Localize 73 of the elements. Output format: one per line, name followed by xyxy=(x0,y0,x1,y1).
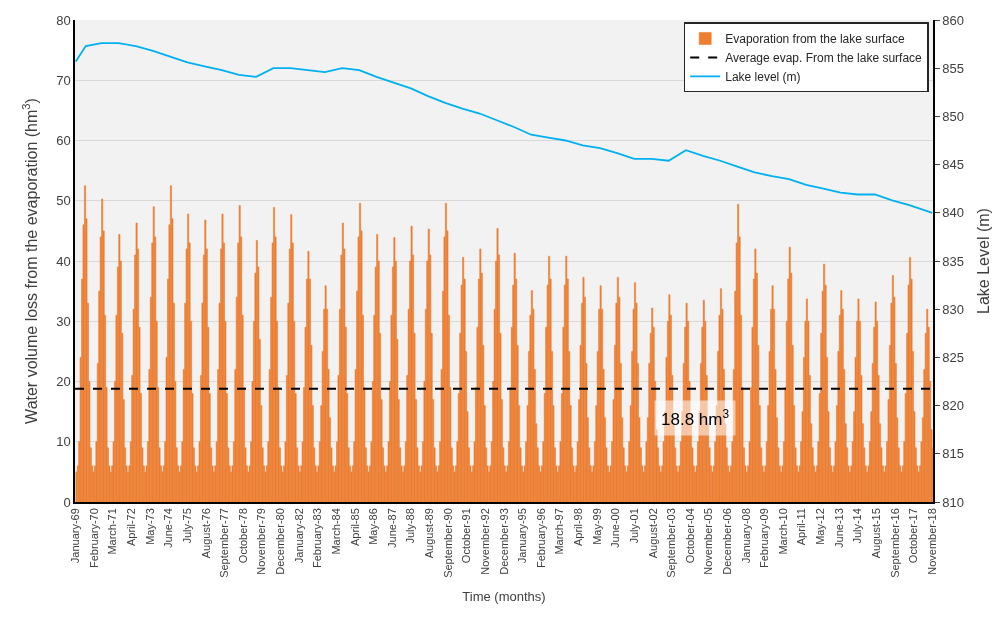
x-tick-label: October-78 xyxy=(236,508,249,564)
x-tick-label: August-89 xyxy=(423,508,436,559)
x-tick-label: July-14 xyxy=(851,508,864,544)
x-tick-label: September-90 xyxy=(441,508,454,578)
x-tick-label: October-17 xyxy=(907,508,920,564)
y-tick-label: 70 xyxy=(56,72,71,88)
legend-label: Average evap. From the lake surface xyxy=(725,51,923,66)
y2-tick-label: 845 xyxy=(942,157,965,173)
y-tick-label: 20 xyxy=(56,374,71,390)
legend-label: Evaporation from the lake surface xyxy=(725,32,905,47)
x-tick-label: January-08 xyxy=(739,508,752,564)
x-tick-label: January-69 xyxy=(69,508,82,564)
x-tick-label: May-12 xyxy=(814,508,827,545)
y2-tick-label: 820 xyxy=(942,398,965,414)
legend-label: Lake level (m) xyxy=(725,70,801,85)
y-tick-label: 60 xyxy=(56,133,71,149)
x-tick-label: February-70 xyxy=(87,508,100,569)
y-tick-label: 0 xyxy=(63,494,71,510)
x-tick-label: April-85 xyxy=(348,508,361,547)
x-axis-title: Time (months) xyxy=(462,588,546,604)
y-tick-label: 50 xyxy=(56,193,71,209)
y2-tick-label: 815 xyxy=(942,446,965,462)
y-tick-label: 10 xyxy=(56,434,71,450)
x-tick-label: May-99 xyxy=(590,508,603,545)
x-tick-label: August-02 xyxy=(646,508,659,559)
x-tick-label: June-13 xyxy=(832,508,845,548)
x-tick-label: January-82 xyxy=(292,508,305,564)
y2-tick-label: 810 xyxy=(942,494,965,510)
x-tick-label: December-80 xyxy=(274,508,287,575)
x-tick-label: December-06 xyxy=(721,508,734,575)
x-tick-label: April-72 xyxy=(125,508,138,547)
x-tick-label: July-75 xyxy=(180,508,193,544)
x-tick-label: June-00 xyxy=(609,508,622,548)
x-tick-label: November-92 xyxy=(478,508,491,575)
x-tick-label: November-05 xyxy=(702,508,715,575)
x-tick-label: January-95 xyxy=(516,508,529,564)
x-tick-label: November-18 xyxy=(925,508,938,575)
x-tick-label: November-79 xyxy=(255,508,268,575)
y-tick-label: 80 xyxy=(56,12,71,28)
x-tick-label: February-83 xyxy=(311,508,324,569)
x-tick-label: March-10 xyxy=(776,508,789,555)
x-tick-label: June-74 xyxy=(162,508,175,548)
x-tick-label: March-84 xyxy=(329,508,342,555)
x-tick-label: October-04 xyxy=(683,508,696,564)
x-tick-label: March-97 xyxy=(553,508,566,555)
x-tick-label: October-91 xyxy=(460,508,473,564)
x-tick-label: September-77 xyxy=(218,508,231,578)
x-tick-label: July-88 xyxy=(404,508,417,544)
y2-tick-label: 825 xyxy=(942,349,965,365)
x-tick-label: April-11 xyxy=(795,508,808,546)
x-tick-label: September-16 xyxy=(888,508,901,578)
y2-tick-label: 860 xyxy=(942,12,965,28)
y2-axis-title: Lake Level (m) xyxy=(975,208,993,314)
y2-tick-label: 855 xyxy=(942,60,965,76)
x-tick-label: July-01 xyxy=(627,508,640,544)
y-tick-label: 40 xyxy=(56,253,71,269)
x-tick-label: February-09 xyxy=(758,508,771,569)
x-tick-label: April-98 xyxy=(572,508,585,547)
y2-tick-label: 835 xyxy=(942,253,965,269)
x-tick-label: August-15 xyxy=(869,508,882,559)
x-tick-label: June-87 xyxy=(385,508,398,548)
y2-tick-label: 850 xyxy=(942,108,965,124)
y-tick-label: 30 xyxy=(56,313,71,329)
x-tick-label: August-76 xyxy=(199,508,212,559)
x-tick-label: September-03 xyxy=(665,508,678,578)
x-tick-label: May-73 xyxy=(143,508,156,545)
x-tick-label: December-93 xyxy=(497,508,510,575)
x-tick-label: February-96 xyxy=(534,508,547,569)
annotation: 18.8 hm$^{3}$ xyxy=(661,407,730,430)
y2-tick-label: 830 xyxy=(942,301,965,317)
x-tick-label: May-86 xyxy=(367,508,380,545)
y2-tick-label: 840 xyxy=(942,205,965,221)
x-tick-label: March-71 xyxy=(106,508,119,555)
